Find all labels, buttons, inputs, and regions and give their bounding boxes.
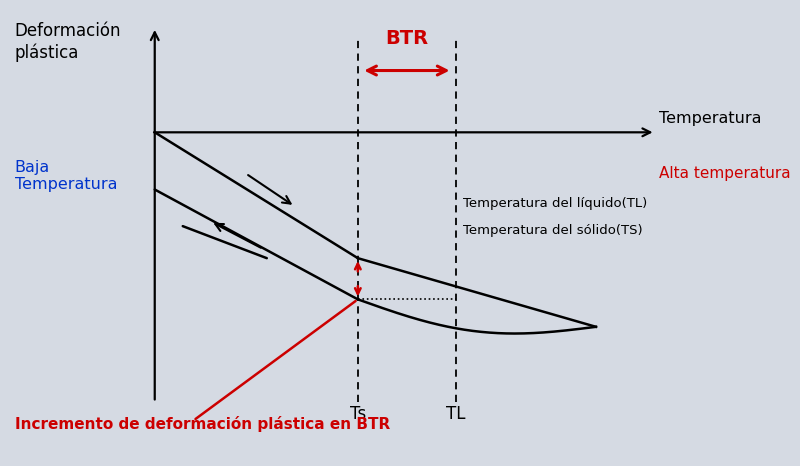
Text: TL: TL xyxy=(446,404,466,423)
Text: Deformación
plástica: Deformación plástica xyxy=(14,22,121,62)
Text: Temperatura del líquido(TL): Temperatura del líquido(TL) xyxy=(463,197,647,210)
Text: BTR: BTR xyxy=(386,29,429,48)
Text: Temperatura: Temperatura xyxy=(659,111,762,126)
Text: Baja
Temperatura: Baja Temperatura xyxy=(14,160,117,192)
Text: Alta temperatura: Alta temperatura xyxy=(659,166,790,181)
Text: Incremento de deformación plástica en BTR: Incremento de deformación plástica en BT… xyxy=(14,416,390,432)
Text: Ts: Ts xyxy=(350,404,366,423)
Text: Temperatura del sólido(TS): Temperatura del sólido(TS) xyxy=(463,224,642,237)
